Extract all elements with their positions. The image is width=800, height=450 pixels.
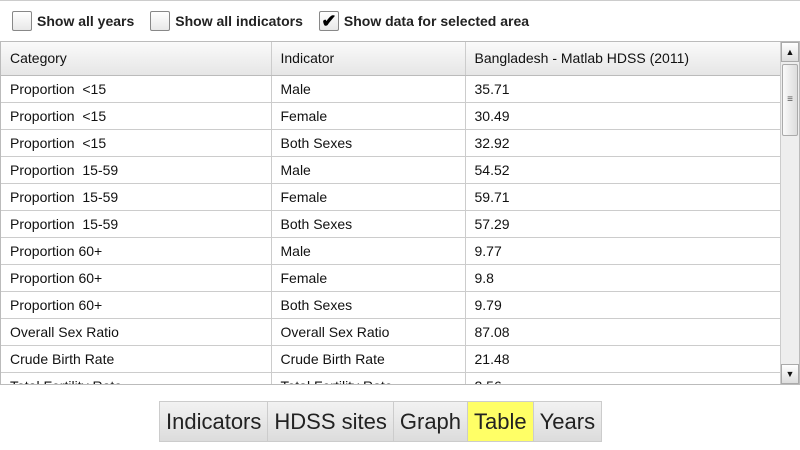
table-row[interactable]: Proportion 15-59 Both Sexes 57.29 bbox=[1, 210, 782, 238]
vertical-scrollbar[interactable]: ▲ ≡ ▼ bbox=[780, 42, 799, 384]
indicator-cell: Female bbox=[271, 102, 466, 130]
indicator-cell: Overall Sex Ratio bbox=[271, 318, 466, 346]
indicator-cell: Both Sexes bbox=[271, 129, 466, 157]
show-all-indicators-checkbox[interactable]: Show all indicators bbox=[150, 11, 303, 31]
value-cell: 59.71 bbox=[465, 183, 782, 211]
tab-graph[interactable]: Graph bbox=[393, 402, 469, 441]
category-cell: Proportion <15 bbox=[1, 102, 272, 130]
table-row[interactable]: Proportion 60+ Female 9.8 bbox=[1, 264, 782, 292]
value-cell: 9.77 bbox=[465, 237, 782, 265]
table-row[interactable]: Proportion <15 Female 30.49 bbox=[1, 102, 782, 130]
category-cell: Proportion 15-59 bbox=[1, 156, 272, 184]
category-cell: Proportion 60+ bbox=[1, 237, 272, 265]
category-cell: Overall Sex Ratio bbox=[1, 318, 272, 346]
category-cell: Proportion <15 bbox=[1, 75, 272, 103]
value-cell: 9.8 bbox=[465, 264, 782, 292]
data-table: Category Indicator Bangladesh - Matlab H… bbox=[1, 42, 782, 384]
checkbox-box[interactable] bbox=[12, 11, 32, 31]
value-cell: 32.92 bbox=[465, 129, 782, 157]
checkbox-label: Show all indicators bbox=[175, 13, 303, 29]
scroll-down-button[interactable]: ▼ bbox=[781, 364, 799, 384]
indicator-cell: Crude Birth Rate bbox=[271, 345, 466, 373]
value-cell: 9.79 bbox=[465, 291, 782, 319]
checkbox-box[interactable] bbox=[150, 11, 171, 31]
scroll-up-button[interactable]: ▲ bbox=[781, 42, 799, 62]
column-header-category[interactable]: Category bbox=[1, 42, 272, 76]
table-row[interactable]: Proportion <15 Both Sexes 32.92 bbox=[1, 129, 782, 157]
tab-years[interactable]: Years bbox=[533, 402, 602, 441]
category-cell: Total Fertility Rate bbox=[1, 372, 272, 384]
scroll-thumb[interactable]: ≡ bbox=[782, 64, 798, 136]
show-all-years-checkbox[interactable]: Show all years bbox=[12, 11, 134, 31]
tab-table[interactable]: Table bbox=[468, 402, 534, 441]
value-cell: 30.49 bbox=[465, 102, 782, 130]
show-selected-area-checkbox[interactable]: ✔ Show data for selected area bbox=[318, 11, 530, 31]
checkbox-label: Show data for selected area bbox=[343, 13, 530, 29]
options-bar: Show all years Show all indicators ✔ Show… bbox=[0, 0, 800, 41]
category-cell: Proportion 15-59 bbox=[1, 183, 272, 211]
value-cell: 35.71 bbox=[465, 75, 782, 103]
checkbox-label: Show all years bbox=[37, 13, 135, 29]
tab-hdss-sites[interactable]: HDSS sites bbox=[268, 402, 394, 441]
category-cell: Proportion 15-59 bbox=[1, 210, 272, 238]
table-row[interactable]: Proportion 60+ Male 9.77 bbox=[1, 237, 782, 265]
value-cell: 21.48 bbox=[465, 345, 782, 373]
indicator-cell: Both Sexes bbox=[271, 291, 466, 319]
indicator-cell: Total Fertility Rate bbox=[271, 372, 466, 384]
category-cell: Crude Birth Rate bbox=[1, 345, 272, 373]
column-header-indicator[interactable]: Indicator bbox=[271, 42, 466, 76]
table-row[interactable]: Total Fertility RateTotal Fertility Rate… bbox=[1, 372, 782, 384]
value-cell: 87.08 bbox=[465, 318, 782, 346]
indicator-cell: Female bbox=[271, 264, 466, 292]
category-cell: Proportion <15 bbox=[1, 129, 272, 157]
checkmark-icon[interactable]: ✔ bbox=[318, 11, 339, 31]
category-cell: Proportion 60+ bbox=[1, 291, 272, 319]
data-table-container: Category Indicator Bangladesh - Matlab H… bbox=[0, 41, 800, 385]
indicator-cell: Female bbox=[271, 183, 466, 211]
table-row[interactable]: Crude Birth Rate Crude Birth Rate 21.48 bbox=[1, 345, 782, 373]
table-header-row: Category Indicator Bangladesh - Matlab H… bbox=[1, 42, 782, 76]
value-cell: 57.29 bbox=[465, 210, 782, 238]
tab-indicators[interactable]: Indicators bbox=[160, 402, 269, 441]
value-cell: 2.56 bbox=[465, 372, 782, 384]
indicator-cell: Male bbox=[271, 237, 466, 265]
indicator-cell: Both Sexes bbox=[271, 210, 466, 238]
table-row[interactable]: Proportion 15-59 Male 54.52 bbox=[1, 156, 782, 184]
indicator-cell: Male bbox=[271, 75, 466, 103]
table-row[interactable]: Proportion 60+ Both Sexes 9.79 bbox=[1, 291, 782, 319]
table-row[interactable]: Overall Sex Ratio Overall Sex Ratio 87.08 bbox=[1, 318, 782, 346]
table-row[interactable]: Proportion <15 Male 35.71 bbox=[1, 75, 782, 103]
column-header-value[interactable]: Bangladesh - Matlab HDSS (2011) bbox=[465, 42, 782, 76]
value-cell: 54.52 bbox=[465, 156, 782, 184]
bottom-tab-bar: Indicators HDSS sites Graph Table Years bbox=[159, 401, 603, 442]
table-row[interactable]: Proportion 15-59 Female 59.71 bbox=[1, 183, 782, 211]
category-cell: Proportion 60+ bbox=[1, 264, 272, 292]
indicator-cell: Male bbox=[271, 156, 466, 184]
